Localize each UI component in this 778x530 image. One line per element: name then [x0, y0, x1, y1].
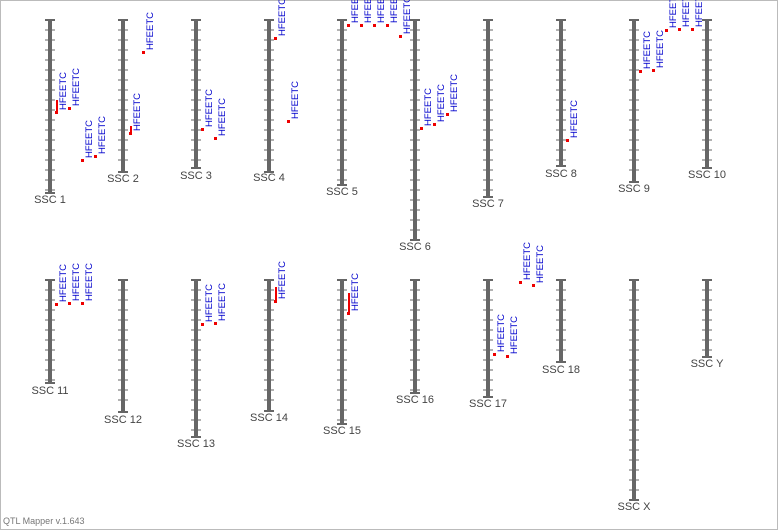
qtl-marker: [68, 107, 71, 110]
qtl-label: HFEETC: [363, 0, 374, 23]
qtl-label: HFEETC: [290, 81, 301, 119]
chromosome-label: SSC 16: [396, 394, 434, 406]
qtl-marker: [566, 139, 569, 142]
qtl-label: HFEETC: [277, 261, 288, 299]
qtl-marker: [420, 127, 423, 130]
chromosome-label: SSC X: [617, 501, 651, 513]
qtl-marker: [506, 355, 509, 358]
chromosome-label: SSC Y: [691, 358, 724, 370]
qtl-label: HFEETC: [217, 98, 228, 136]
qtl-label: HFEETC: [132, 93, 143, 131]
qtl-marker: [386, 24, 389, 27]
qtl-marker: [81, 159, 84, 162]
qtl-marker: [399, 35, 402, 38]
qtl-marker: [446, 113, 449, 116]
qtl-marker: [433, 123, 436, 126]
qtl-label: HFEETC: [217, 283, 228, 321]
qtl-marker: [142, 51, 145, 54]
qtl-label: HFEETC: [58, 72, 69, 110]
qtl-marker: [287, 120, 290, 123]
qtl-label: HFEETC: [277, 0, 288, 36]
chromosome-label: SSC 7: [472, 198, 504, 210]
qtl-label: HFEETC: [350, 273, 361, 311]
qtl-label: HFEETC: [350, 0, 361, 23]
qtl-marker: [55, 303, 58, 306]
qtl-label: HFEETC: [84, 120, 95, 158]
qtl-label: HFEETC: [449, 74, 460, 112]
qtl-marker: [214, 322, 217, 325]
chromosome-label: SSC 13: [177, 438, 215, 450]
qtl-marker: [81, 302, 84, 305]
qtl-label: HFEETC: [436, 84, 447, 122]
chromosome-label: SSC 2: [107, 173, 139, 185]
qtl-marker: [519, 281, 522, 284]
qtl-label: HFEETC: [423, 88, 434, 126]
qtl-label: HFEETC: [204, 89, 215, 127]
qtl-label: HFEETC: [569, 100, 580, 138]
chromosome-label: SSC 3: [180, 170, 212, 182]
qtl-label: HFEETC: [71, 68, 82, 106]
qtl-marker: [214, 137, 217, 140]
chromosome-label: SSC 15: [323, 425, 361, 437]
qtl-marker: [347, 24, 350, 27]
qtl-label: HFEETC: [145, 12, 156, 50]
qtl-label: HFEETC: [535, 245, 546, 283]
qtl-label: HFEETC: [376, 0, 387, 23]
qtl-marker: [639, 70, 642, 73]
chromosome-label: SSC 18: [542, 364, 580, 376]
chromosome-label: SSC 8: [545, 168, 577, 180]
qtl-marker: [493, 353, 496, 356]
qtl-label: HFEETC: [84, 263, 95, 301]
qtl-label: HFEETC: [402, 0, 413, 34]
qtl-marker: [360, 24, 363, 27]
qtl-marker: [665, 29, 668, 32]
qtl-label: HFEETC: [681, 0, 692, 27]
qtl-marker: [94, 155, 97, 158]
qtl-label: HFEETC: [97, 116, 108, 154]
chromosome-label: SSC 17: [469, 398, 507, 410]
chromosome-label: SSC 5: [326, 186, 358, 198]
qtl-marker: [347, 312, 350, 315]
qtl-marker: [201, 128, 204, 131]
qtl-marker: [652, 69, 655, 72]
chromosome-label: SSC 14: [250, 412, 288, 424]
qtl-marker: [201, 323, 204, 326]
qtl-label: HFEETC: [694, 0, 705, 27]
chromosome-label: SSC 6: [399, 241, 431, 253]
chromosome-label: SSC 4: [253, 172, 285, 184]
qtl-label: HFEETC: [509, 316, 520, 354]
qtl-marker: [373, 24, 376, 27]
qtl-label: HFEETC: [522, 242, 533, 280]
chromosome-label: SSC 9: [618, 183, 650, 195]
qtl-marker: [274, 300, 277, 303]
qtl-label: HFEETC: [496, 314, 507, 352]
qtl-label: HFEETC: [655, 30, 666, 68]
qtl-marker: [678, 28, 681, 31]
qtl-label: HFEETC: [642, 31, 653, 69]
qtl-marker: [532, 284, 535, 287]
chromosome-label: SSC 10: [688, 169, 726, 181]
chromosome-label: SSC 12: [104, 414, 142, 426]
chromosome-label: SSC 1: [34, 194, 66, 206]
qtl-marker: [691, 28, 694, 31]
qtl-marker: [55, 111, 58, 114]
qtl-marker: [68, 302, 71, 305]
qtl-marker: [129, 132, 132, 135]
qtl-label: HFEETC: [668, 0, 679, 28]
footer: QTL Mapper v.1.643: [3, 516, 85, 526]
qtl-marker: [274, 37, 277, 40]
qtl-label: HFEETC: [71, 263, 82, 301]
chromosome-label: SSC 11: [31, 385, 68, 397]
qtl-label: HFEETC: [204, 284, 215, 322]
qtl-label: HFEETC: [58, 264, 69, 302]
qtl-label: HFEETC: [389, 0, 400, 23]
